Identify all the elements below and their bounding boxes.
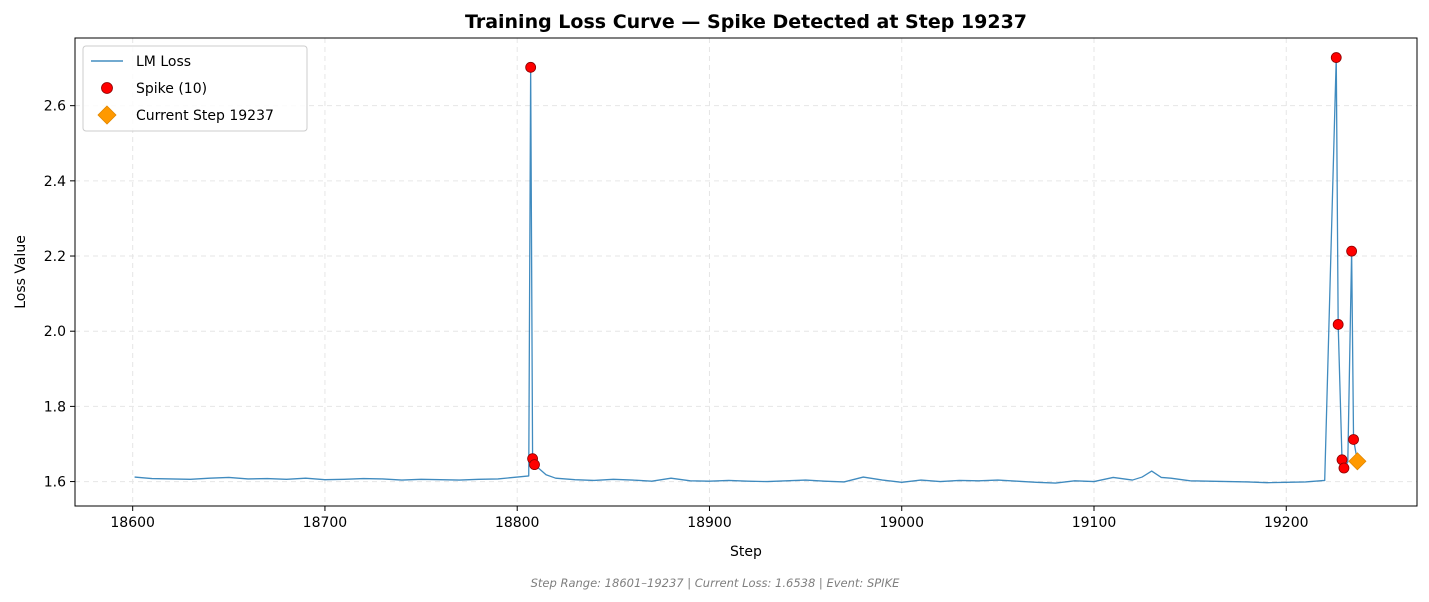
spike-marker [1332, 319, 1344, 330]
lm-loss-line [134, 56, 1359, 484]
x-tick-label: 18600 [110, 515, 155, 531]
x-tick-label: 18700 [303, 515, 348, 531]
legend-label-current-step: Current Step 19237 [136, 108, 274, 124]
x-tick-label: 19000 [879, 515, 924, 531]
x-axis-ticks: 18600 18700 18800 18900 19000 19100 19200 [110, 506, 1309, 531]
axes-frame [74, 37, 1418, 507]
plot-area [134, 52, 1367, 484]
y-tick-label: 2.4 [44, 174, 66, 190]
spike-marker [529, 459, 540, 471]
y-axis-label: Loss Value [13, 235, 29, 309]
grid [75, 38, 1417, 506]
y-axis-ticks: 1.6 1.8 2.0 2.2 2.4 2.6 [44, 99, 75, 491]
spike-marker [1348, 434, 1359, 445]
y-tick-label: 2.6 [44, 99, 66, 115]
footer-note: Step Range: 18601–19237 | Current Loss: … [531, 576, 900, 590]
legend-box [82, 45, 308, 132]
y-tick-label: 1.6 [44, 475, 66, 491]
chart-title: Training Loss Curve — Spike Detected at … [465, 11, 1027, 33]
spike-marker [525, 61, 537, 73]
x-tick-label: 18800 [495, 515, 540, 531]
x-axis-label: Step [730, 544, 762, 560]
x-tick-label: 18900 [687, 515, 732, 531]
legend-label-lm-loss: LM Loss [136, 54, 191, 70]
legend: LM Loss Spike (10) Current Step 19237 [82, 45, 308, 132]
spike-marker [1346, 245, 1358, 257]
y-tick-label: 1.8 [44, 399, 66, 415]
y-tick-label: 2.0 [44, 324, 66, 340]
legend-current-step-swatch [97, 105, 117, 125]
legend-label-spike: Spike (10) [136, 81, 207, 97]
current-step-marker [1348, 452, 1367, 471]
y-tick-label: 2.2 [44, 249, 66, 265]
spike-marker [1330, 52, 1342, 63]
legend-spike-swatch [101, 82, 113, 94]
x-tick-label: 19200 [1264, 515, 1309, 531]
spike-marker [1338, 462, 1350, 474]
x-tick-label: 19100 [1072, 515, 1117, 531]
